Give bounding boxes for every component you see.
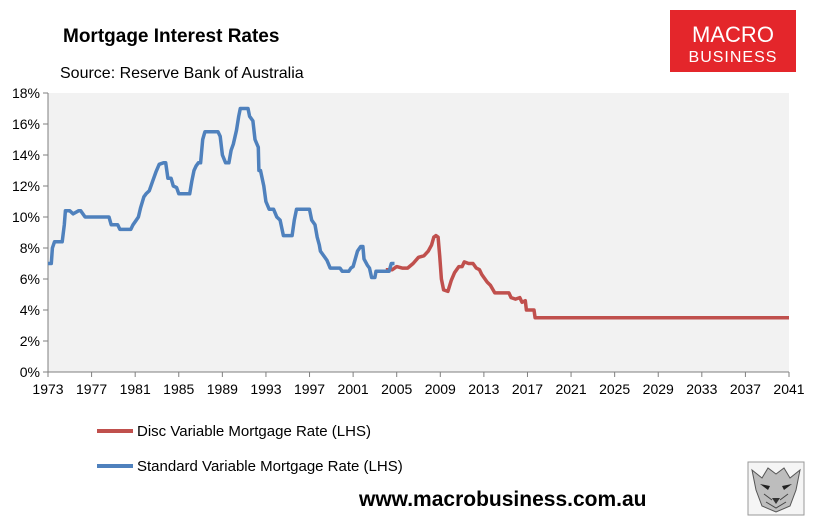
x-tick-label: 2009 [425,381,456,397]
x-tick-label: 1997 [294,381,325,397]
macrobusiness-logo: MACRO BUSINESS [670,10,796,72]
series-lines [48,106,789,320]
standard-variable-rate-line [48,106,395,280]
y-tick-label: 10% [12,209,40,225]
x-tick-label: 1993 [250,381,281,397]
y-tick-label: 16% [12,116,40,132]
x-tick-label: 2021 [555,381,586,397]
x-tick-label: 2029 [643,381,674,397]
y-tick-label: 14% [12,147,40,163]
chart-subtitle: Source: Reserve Bank of Australia [60,65,304,82]
plot-area [48,93,789,372]
disc-variable-rate-line [385,233,789,320]
x-tick-label: 1989 [207,381,238,397]
x-tick-label: 2013 [468,381,499,397]
logo-background [670,10,796,72]
x-tick-label: 2025 [599,381,630,397]
y-tick-label: 2% [20,333,40,349]
legend-label-standard-variable: Standard Variable Mortgage Rate (LHS) [137,458,403,475]
x-axis-ticks: 1973 1977 1981 1985 1989 1993 1997 2001 2005 2009… [32,372,805,397]
y-tick-label: 4% [20,302,40,318]
logo-line2: BUSINESS [689,49,778,66]
y-tick-label: 12% [12,178,40,194]
wolf-icon [747,461,805,516]
y-tick-label: 0% [20,364,40,380]
x-tick-label: 2005 [381,381,412,397]
y-tick-label: 8% [20,240,40,256]
legend-label-disc-variable: Disc Variable Mortgage Rate (LHS) [137,423,371,440]
x-tick-label: 2041 [773,381,804,397]
y-tick-label: 18% [12,85,40,101]
x-tick-label: 2001 [338,381,369,397]
x-tick-label: 2033 [686,381,717,397]
y-tick-label: 6% [20,271,40,287]
x-tick-label: 2037 [730,381,761,397]
logo-line1: MACRO [692,22,774,47]
x-tick-label: 1981 [120,381,151,397]
chart-title: Mortgage Interest Rates [63,26,279,47]
x-tick-label: 1977 [76,381,107,397]
x-tick-label: 2017 [512,381,543,397]
x-tick-label: 1973 [32,381,63,397]
y-axis-ticks: 0% 2% 4% 6% 8% 10% 12% 14% 16% 18% [12,85,48,380]
website-url: www.macrobusiness.com.au [358,488,646,511]
legend: Disc Variable Mortgage Rate (LHS) Standa… [97,423,403,475]
x-tick-label: 1985 [163,381,194,397]
